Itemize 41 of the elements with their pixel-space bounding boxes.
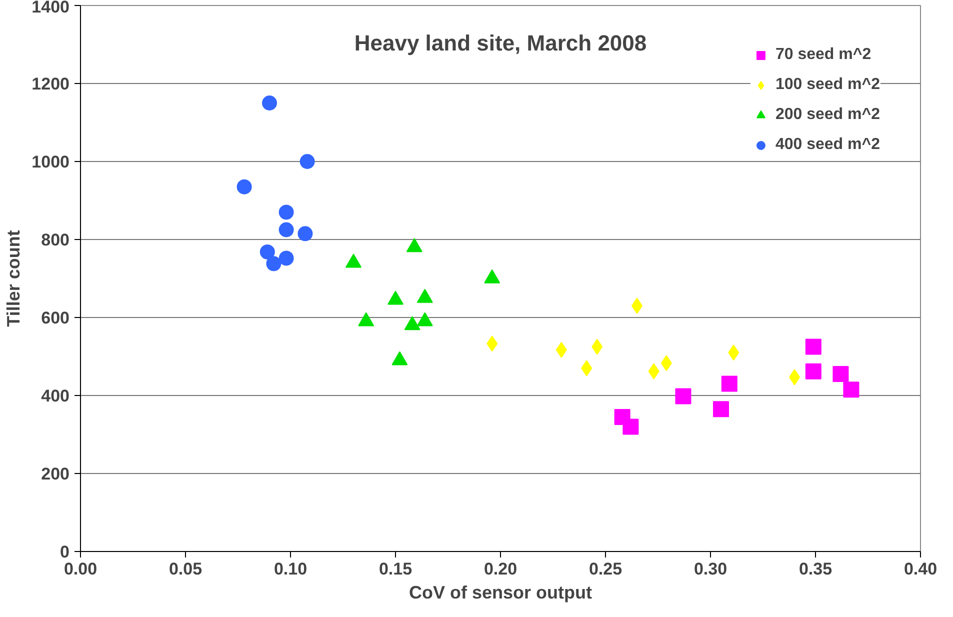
point <box>278 204 294 220</box>
y-tick-label: 1000 <box>32 152 70 172</box>
point <box>713 401 729 418</box>
x-tick-label: 0.05 <box>168 560 202 578</box>
x-tick-label: 0.10 <box>274 560 308 578</box>
point <box>300 154 315 169</box>
point <box>260 244 275 260</box>
x-tick-label: 0.25 <box>588 560 622 578</box>
x-tick-label: 0.15 <box>378 560 412 578</box>
point <box>805 338 822 355</box>
text: Heavy land site, March 2008 <box>354 30 647 56</box>
y-tick-label: 1400 <box>32 0 70 16</box>
y-tick-label: 0 <box>60 542 70 562</box>
point <box>843 382 860 398</box>
legend-label: 100 seed m^2 <box>775 76 880 94</box>
point <box>622 418 639 435</box>
point <box>721 376 738 392</box>
y-axis-title: Tiller count <box>4 230 24 327</box>
y-tick-label: 800 <box>41 230 70 250</box>
y-tick-label: 400 <box>41 386 70 406</box>
x-tick-label: 0.20 <box>484 560 518 578</box>
point <box>278 250 294 266</box>
point <box>262 96 277 110</box>
legend-label: 400 seed m^2 <box>775 136 880 154</box>
point <box>832 366 849 382</box>
y-tick-label: 600 <box>41 308 70 328</box>
x-tick-label: 0.30 <box>694 560 728 578</box>
x-tick-label: 0.35 <box>798 560 832 578</box>
point <box>675 388 692 404</box>
legend-label: 70 seed m^2 <box>775 46 872 64</box>
y-tick-label: 1200 <box>32 74 70 94</box>
y-tick-label: 200 <box>41 464 70 484</box>
point <box>278 222 294 238</box>
point <box>805 363 822 380</box>
x-tick-label: 0.40 <box>904 560 938 578</box>
legend-label: 200 seed m^2 <box>775 106 880 124</box>
point <box>236 179 252 194</box>
point <box>266 256 282 272</box>
point <box>298 226 313 242</box>
x-tick-label: 0.00 <box>64 560 98 578</box>
x-axis-title: CoV of sensor output <box>409 582 592 602</box>
